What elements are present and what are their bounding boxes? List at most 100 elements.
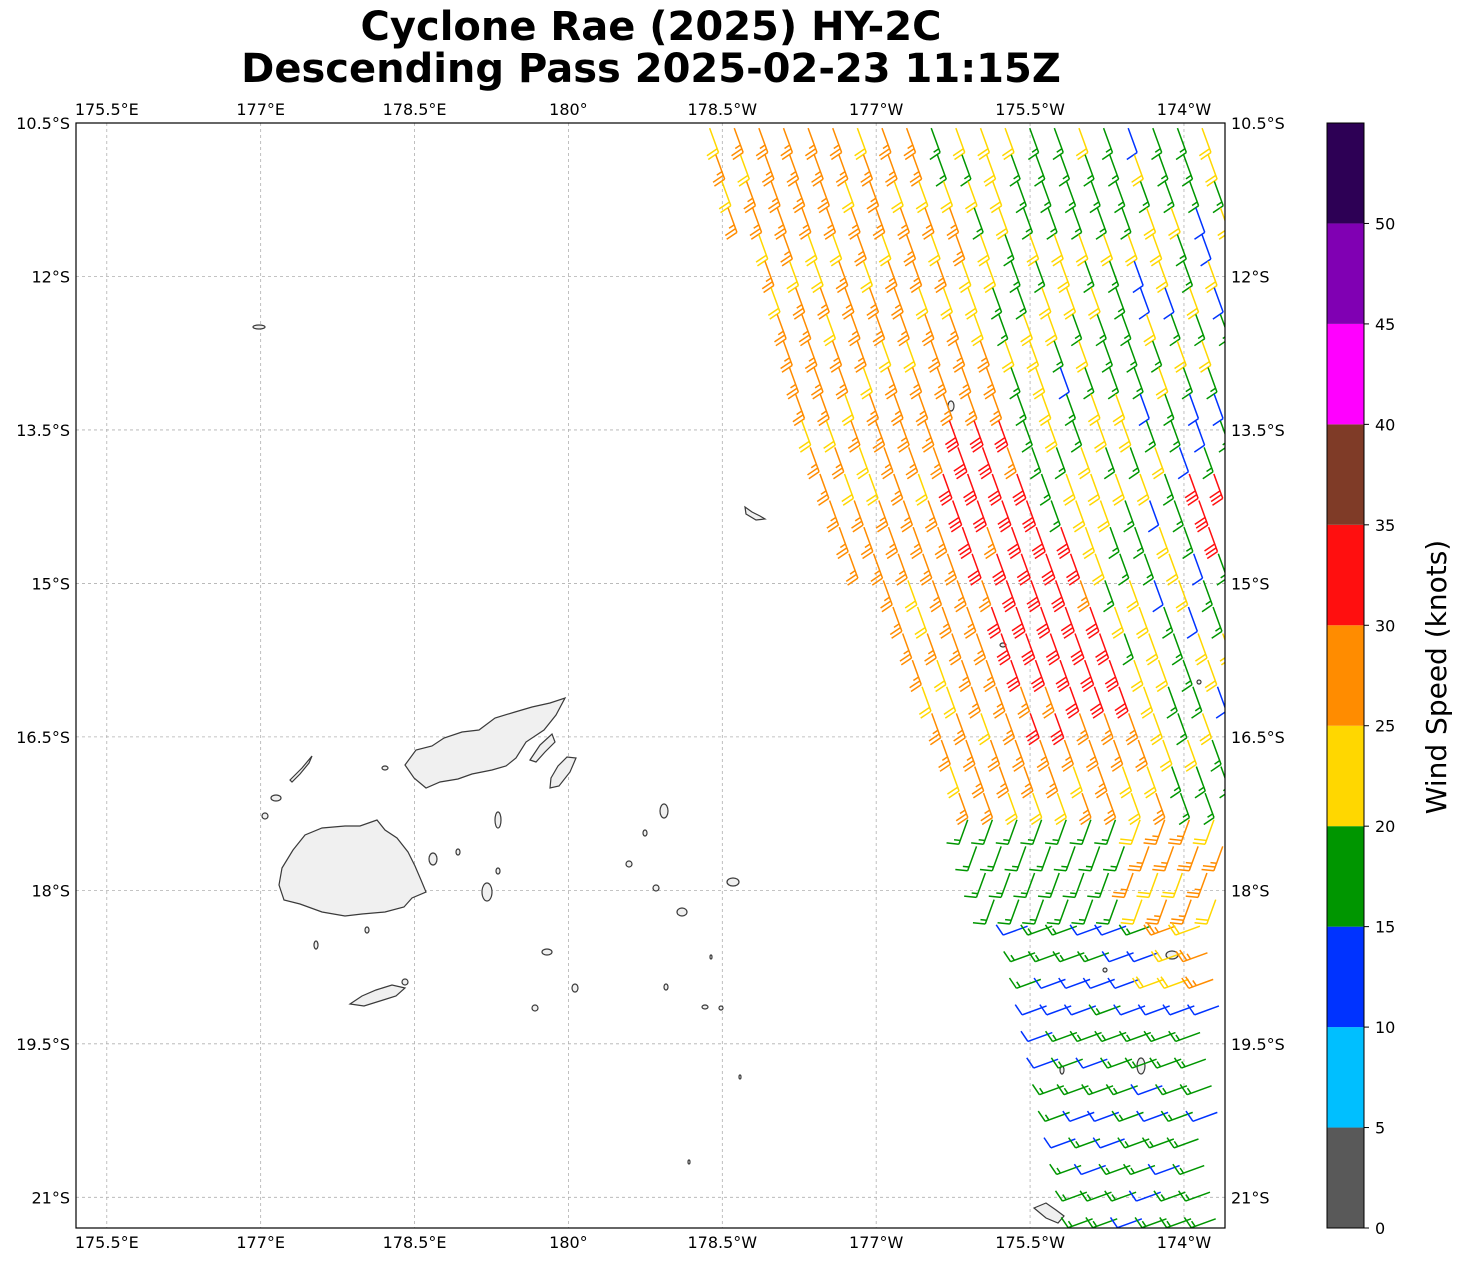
wind-barb-feather (990, 311, 1002, 320)
wind-barb-staff (887, 154, 898, 180)
wind-barb-staff (951, 633, 962, 659)
wind-barb-staff (782, 234, 794, 260)
wind-barb-feather (929, 364, 941, 373)
wind-barb-feather (1171, 923, 1180, 935)
wind-barb-feather (1027, 600, 1039, 609)
wind-barb-staff (1139, 473, 1150, 499)
wind-barb-feather (1045, 786, 1057, 795)
wind-barb-feather (1155, 680, 1167, 689)
wind-barb (1210, 739, 1222, 772)
wind-barb (1145, 899, 1168, 925)
wind-barb (964, 287, 978, 320)
wind-barb-staff (942, 287, 954, 313)
wind-barb (987, 473, 1002, 506)
wind-barb-feather (1044, 1114, 1050, 1121)
wind-barb-feather (1205, 547, 1217, 556)
wind-barb-feather (912, 676, 919, 682)
wind-barb (1151, 447, 1165, 480)
wind-barb-feather (1065, 756, 1072, 761)
wind-barb-feather (980, 813, 992, 822)
wind-barb (1218, 420, 1225, 453)
wind-barb-staff (1032, 819, 1043, 845)
wind-barb-feather (1019, 307, 1026, 313)
wind-barb-feather (944, 437, 957, 446)
lat-tick-label: 19.5°S (1231, 1035, 1285, 1054)
wind-barb-staff (1133, 659, 1144, 685)
wind-barb-feather (871, 577, 883, 586)
wind-barb-feather (823, 334, 835, 343)
wind-barb-feather (875, 520, 887, 529)
wind-barb (1201, 580, 1213, 613)
wind-barb-staff (838, 260, 849, 286)
wind-barb-feather (1206, 178, 1218, 187)
wind-barb (823, 420, 836, 453)
wind-barb-feather (986, 676, 993, 682)
wind-barb-feather (820, 410, 827, 416)
wind-barb (1062, 473, 1076, 506)
wind-barb-staff (966, 473, 978, 499)
wind-barb-feather (767, 307, 780, 316)
wind-barb-feather (1217, 229, 1225, 237)
wind-barb (1049, 1163, 1082, 1176)
wind-barb (1004, 846, 1027, 872)
wind-barb-feather (1003, 364, 1015, 373)
wind-barb-feather (1161, 895, 1174, 899)
wind-barb-staff (1069, 686, 1080, 712)
wind-barb-feather (1105, 1167, 1111, 1174)
wind-barb-feather (909, 387, 921, 396)
lon-tick-label: 177°W (849, 100, 904, 119)
wind-barb-feather (906, 604, 918, 613)
wind-barb-staff (850, 420, 861, 446)
wind-barb-feather (1194, 231, 1206, 240)
wind-barb-feather (952, 148, 964, 157)
wind-barb-feather (943, 706, 955, 715)
wind-barb-feather (861, 284, 873, 294)
wind-barb-feather (824, 231, 836, 240)
wind-barb-feather (992, 570, 1004, 579)
wind-barb-feather (1044, 1030, 1054, 1042)
wind-barb-feather (878, 148, 890, 157)
wind-barb-feather (1165, 573, 1177, 582)
wind-barb-feather (964, 307, 976, 316)
island-small (625, 860, 633, 868)
wind-barb-feather (1194, 653, 1207, 662)
wind-barb (915, 181, 929, 214)
wind-barb-feather (1216, 201, 1223, 207)
wind-barb-feather (1162, 1004, 1171, 1016)
wind-barb-feather (1101, 839, 1109, 842)
wind-barb-feather (1198, 360, 1210, 370)
wind-barb (990, 287, 1003, 320)
wind-barb-feather (1193, 444, 1206, 453)
wind-barb-staff (883, 447, 894, 473)
wind-barb-feather (854, 148, 866, 157)
wind-barb-staff (831, 340, 843, 366)
wind-barb-staff (1035, 526, 1046, 552)
wind-barb-feather (1190, 1220, 1196, 1227)
island-small (541, 948, 553, 956)
wind-barb-staff (1124, 500, 1135, 526)
wind-barb (836, 526, 849, 560)
wind-barb-feather (1037, 627, 1049, 636)
wind-barb (1135, 739, 1148, 772)
wind-barb-feather (1046, 338, 1058, 347)
wind-barb-feather (1056, 680, 1069, 689)
wind-barb-staff (1022, 314, 1034, 340)
wind-barb-feather (827, 224, 834, 229)
wind-barb-staff (932, 447, 943, 473)
wind-barb-feather (1210, 861, 1217, 865)
wind-barb (1143, 766, 1157, 799)
wind-barb-feather (872, 227, 884, 237)
wind-barb-feather (1021, 703, 1028, 708)
wind-barb-feather (829, 360, 841, 370)
wind-barb (798, 207, 812, 240)
wind-barb (1162, 473, 1175, 506)
island-small (676, 907, 688, 917)
wind-barb-feather (1012, 865, 1019, 868)
wind-barb-staff (1119, 553, 1130, 579)
wind-barb (1136, 606, 1149, 639)
wind-barb-staff (1121, 420, 1132, 446)
wind-barb-feather (880, 467, 893, 476)
wind-barb (935, 154, 947, 187)
wind-barb-feather (958, 680, 970, 689)
wind-barb (1122, 633, 1134, 666)
